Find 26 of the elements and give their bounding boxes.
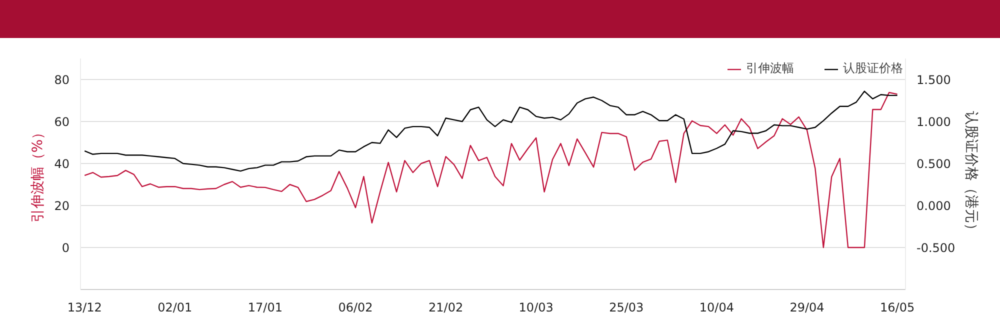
x-tick-label: 06/02 bbox=[338, 300, 373, 314]
y2-tick-label: -0.500 bbox=[916, 241, 956, 255]
line-series bbox=[84, 92, 898, 248]
y2-tick-label: 1.500 bbox=[916, 73, 951, 87]
x-tick-label: 16/05 bbox=[880, 300, 915, 314]
legend-label: 认股证价格 bbox=[843, 60, 903, 77]
y-tick-label: 60 bbox=[54, 115, 70, 129]
x-tick-label: 02/01 bbox=[158, 300, 192, 314]
x-tick-label: 10/04 bbox=[699, 300, 734, 314]
y-axis-title: 引伸波幅（%） bbox=[30, 125, 46, 223]
y-tick-label: 0 bbox=[62, 241, 70, 255]
x-tick-label: 29/04 bbox=[790, 300, 824, 314]
x-tick-label: 21/02 bbox=[428, 300, 464, 314]
x-tick-label: 10/03 bbox=[518, 300, 554, 314]
y2-tick-label: 0.000 bbox=[916, 199, 951, 213]
line-series bbox=[84, 90, 898, 172]
x-tick-label: 17/01 bbox=[248, 300, 283, 314]
x-tick-label: 25/03 bbox=[609, 300, 644, 314]
x-tick-label: 13/12 bbox=[67, 300, 102, 314]
y-tick-label: 80 bbox=[54, 73, 70, 87]
legend-label: 引伸波幅 bbox=[746, 60, 794, 77]
y2-axis-title: 认股证价格（港元） bbox=[963, 111, 980, 237]
y2-tick-label: 1.000 bbox=[916, 115, 951, 129]
y-tick-label: 40 bbox=[54, 157, 70, 171]
y2-tick-label: 0.500 bbox=[916, 157, 951, 171]
y-tick-label: 20 bbox=[54, 199, 70, 213]
